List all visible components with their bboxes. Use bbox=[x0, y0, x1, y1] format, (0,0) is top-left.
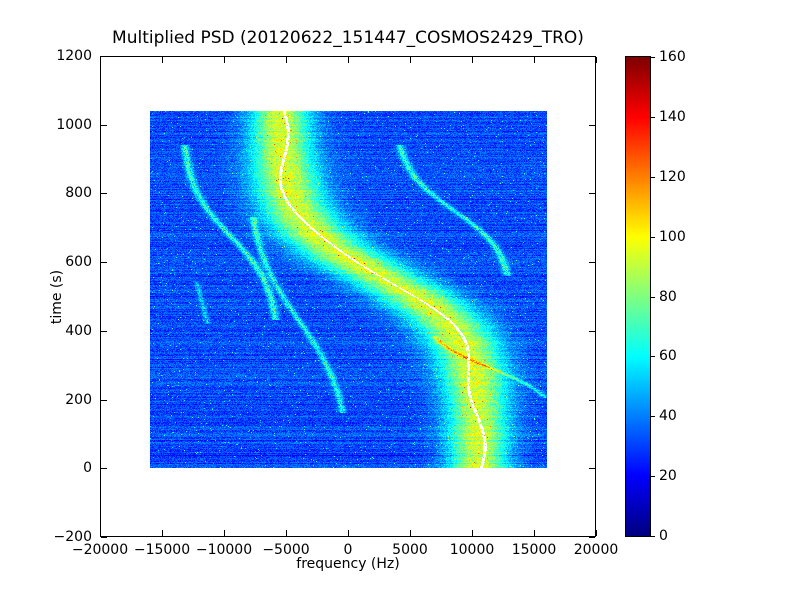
colorbar-gradient bbox=[626, 57, 650, 536]
colorbar-tick-mark bbox=[651, 297, 655, 298]
chart-title: Multiplied PSD (20120622_151447_COSMOS24… bbox=[112, 28, 584, 48]
colorbar-tick-label: 20 bbox=[659, 468, 677, 484]
colorbar-tick-label: 80 bbox=[659, 289, 677, 305]
x-axis-label: frequency (Hz) bbox=[296, 556, 400, 572]
colorbar-tick-label: 160 bbox=[659, 49, 686, 65]
x-tick-mark bbox=[596, 530, 597, 536]
y-tick-label: 1200 bbox=[56, 48, 92, 64]
colorbar-tick-label: 100 bbox=[659, 229, 686, 245]
colorbar-tick-mark bbox=[651, 416, 655, 417]
x-tick-label: 20000 bbox=[573, 542, 619, 558]
spectrogram-heatmap bbox=[150, 111, 547, 468]
y-tick-mark bbox=[101, 537, 107, 538]
colorbar bbox=[625, 56, 651, 537]
colorbar-tick-label: 40 bbox=[659, 408, 677, 424]
x-tick-label: −15000 bbox=[133, 542, 191, 558]
colorbar-tick-mark bbox=[651, 237, 655, 238]
plot-area bbox=[100, 56, 596, 537]
x-tick-label: 15000 bbox=[511, 542, 557, 558]
colorbar-tick-label: 140 bbox=[659, 109, 686, 125]
colorbar-tick-mark bbox=[651, 57, 655, 58]
colorbar-tick-mark bbox=[651, 536, 655, 537]
y-tick-label: −200 bbox=[53, 529, 92, 545]
colorbar-tick-mark bbox=[651, 476, 655, 477]
x-tick-label: −20000 bbox=[71, 542, 129, 558]
y-tick-label: 400 bbox=[65, 323, 92, 339]
colorbar-tick-label: 0 bbox=[659, 528, 668, 544]
x-tick-label: −10000 bbox=[195, 542, 253, 558]
x-tick-mark bbox=[596, 57, 597, 63]
x-tick-label: 10000 bbox=[449, 542, 495, 558]
y-tick-label: 800 bbox=[65, 185, 92, 201]
colorbar-tick-label: 60 bbox=[659, 348, 677, 364]
y-tick-label: 200 bbox=[65, 392, 92, 408]
y-tick-mark bbox=[589, 537, 595, 538]
y-tick-label: 600 bbox=[65, 254, 92, 270]
y-tick-label: 1000 bbox=[56, 117, 92, 133]
colorbar-tick-mark bbox=[651, 177, 655, 178]
colorbar-tick-label: 120 bbox=[659, 169, 686, 185]
colorbar-tick-mark bbox=[651, 356, 655, 357]
y-tick-label: 0 bbox=[83, 460, 92, 476]
colorbar-tick-mark bbox=[651, 117, 655, 118]
y-axis-label: time (s) bbox=[49, 269, 65, 325]
